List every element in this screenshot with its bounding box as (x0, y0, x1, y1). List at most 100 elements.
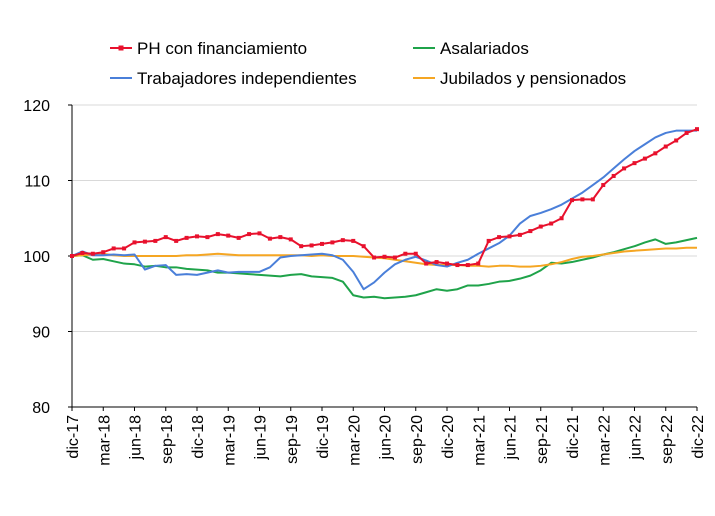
x-tick-label: mar-18 (96, 415, 113, 466)
data-point-marker (80, 250, 85, 255)
y-tick-label: 110 (24, 174, 50, 191)
data-point-marker (559, 216, 564, 221)
data-point-marker (257, 231, 262, 236)
data-point-marker (622, 166, 627, 171)
data-point-marker (267, 236, 272, 241)
x-tick-label: dic-19 (315, 415, 332, 459)
data-point-marker (382, 254, 387, 259)
data-point-marker (174, 238, 179, 243)
legend: PH con financiamiento Asalariados Trabaj… (110, 39, 626, 88)
data-point-marker (226, 233, 231, 238)
data-point-marker (549, 221, 554, 226)
data-point-marker (111, 246, 116, 251)
data-point-marker (570, 198, 574, 203)
data-point-marker (642, 156, 647, 161)
series-line-ph-con-financiamiento (71, 128, 698, 267)
x-tick-label: dic-20 (440, 415, 457, 459)
legend-label-asalariados: Asalariados (440, 39, 529, 58)
x-tick-label: jun-21 (503, 415, 520, 461)
data-point-marker (195, 234, 199, 239)
data-point-marker (101, 250, 106, 255)
data-point-marker (538, 224, 543, 229)
legend-label-independientes: Trabajadores independientes (137, 69, 357, 88)
legend-item-asalariados[interactable]: Asalariados (413, 39, 529, 58)
data-point-marker (299, 244, 304, 249)
data-point-marker (580, 197, 585, 202)
data-point-marker (361, 244, 366, 249)
data-point-marker (674, 138, 679, 143)
data-point-marker (424, 261, 429, 266)
x-tick-label: mar-21 (471, 415, 488, 466)
data-point-marker (528, 229, 533, 234)
series-line-asalariados (71, 236, 698, 300)
data-point-marker (653, 151, 658, 156)
data-point-marker (351, 238, 356, 243)
data-point-marker (215, 232, 220, 237)
y-tick-label: 90 (32, 325, 50, 342)
data-point-marker (132, 240, 137, 245)
x-tick-label: jun-20 (378, 415, 395, 461)
data-point-marker (465, 263, 470, 268)
series-lines (70, 127, 699, 300)
data-point-marker (320, 241, 324, 246)
legend-marker-ph (118, 45, 124, 51)
x-tick-label: jun-19 (253, 415, 270, 461)
data-point-marker (340, 238, 345, 243)
data-point-marker (184, 235, 189, 240)
data-point-marker (632, 161, 637, 166)
data-point-marker (445, 261, 449, 266)
data-point-marker (601, 183, 606, 188)
y-tick-labels: 80 90 100 110 120 (23, 98, 50, 417)
data-point-marker (392, 255, 397, 260)
data-point-marker (330, 240, 335, 245)
x-tick-label: jun-18 (128, 415, 145, 461)
data-point-marker (695, 127, 699, 132)
data-point-marker (70, 254, 74, 258)
x-tick-label: sep-19 (284, 415, 301, 464)
data-point-marker (288, 237, 293, 242)
legend-item-independientes[interactable]: Trabajadores independientes (110, 69, 357, 88)
x-tick-label: sep-20 (409, 415, 426, 464)
data-point-marker (517, 232, 522, 237)
x-tick-label: sep-18 (159, 415, 176, 464)
data-point-marker (611, 173, 616, 178)
data-point-marker (684, 130, 689, 135)
x-tick-label: sep-22 (659, 415, 676, 464)
x-tick-label: mar-22 (596, 415, 613, 466)
y-tick-label: 100 (23, 249, 50, 266)
x-tick-label: mar-20 (346, 415, 363, 466)
data-point-marker (278, 235, 283, 240)
data-point-marker (205, 235, 210, 240)
data-point-marker (434, 260, 439, 265)
x-tick-label: dic-17 (65, 415, 82, 459)
data-point-marker (236, 235, 241, 240)
legend-item-jubilados[interactable]: Jubilados y pensionados (413, 69, 626, 88)
x-tick-labels: dic-17 mar-18 jun-18 sep-18 dic-18 mar-19 jun-… (65, 415, 707, 466)
data-point-marker (497, 235, 502, 240)
data-point-marker (90, 251, 95, 256)
data-point-marker (142, 239, 147, 244)
data-point-marker (122, 246, 127, 251)
data-point-marker (476, 261, 481, 266)
series-line-trabajadores-independientes (71, 129, 697, 291)
data-point-marker (163, 235, 168, 240)
x-tick-label: dic-22 (690, 415, 707, 459)
data-point-marker (590, 197, 595, 202)
legend-label-ph: PH con financiamiento (137, 39, 307, 58)
data-point-marker (486, 238, 491, 243)
x-tick-label: dic-18 (190, 415, 207, 459)
data-point-marker (455, 263, 460, 268)
x-tick-label: sep-21 (534, 415, 551, 464)
data-point-marker (413, 251, 418, 256)
y-tick-label: 120 (23, 98, 50, 115)
x-tick-label: dic-21 (565, 415, 582, 459)
data-point-marker (372, 255, 377, 260)
legend-item-ph[interactable]: PH con financiamiento (110, 39, 307, 58)
data-point-marker (507, 234, 512, 239)
x-tick-label: jun-22 (628, 415, 645, 461)
data-point-marker (309, 243, 314, 248)
data-point-marker (153, 238, 158, 243)
data-point-marker (247, 232, 252, 237)
data-point-marker (663, 144, 668, 149)
